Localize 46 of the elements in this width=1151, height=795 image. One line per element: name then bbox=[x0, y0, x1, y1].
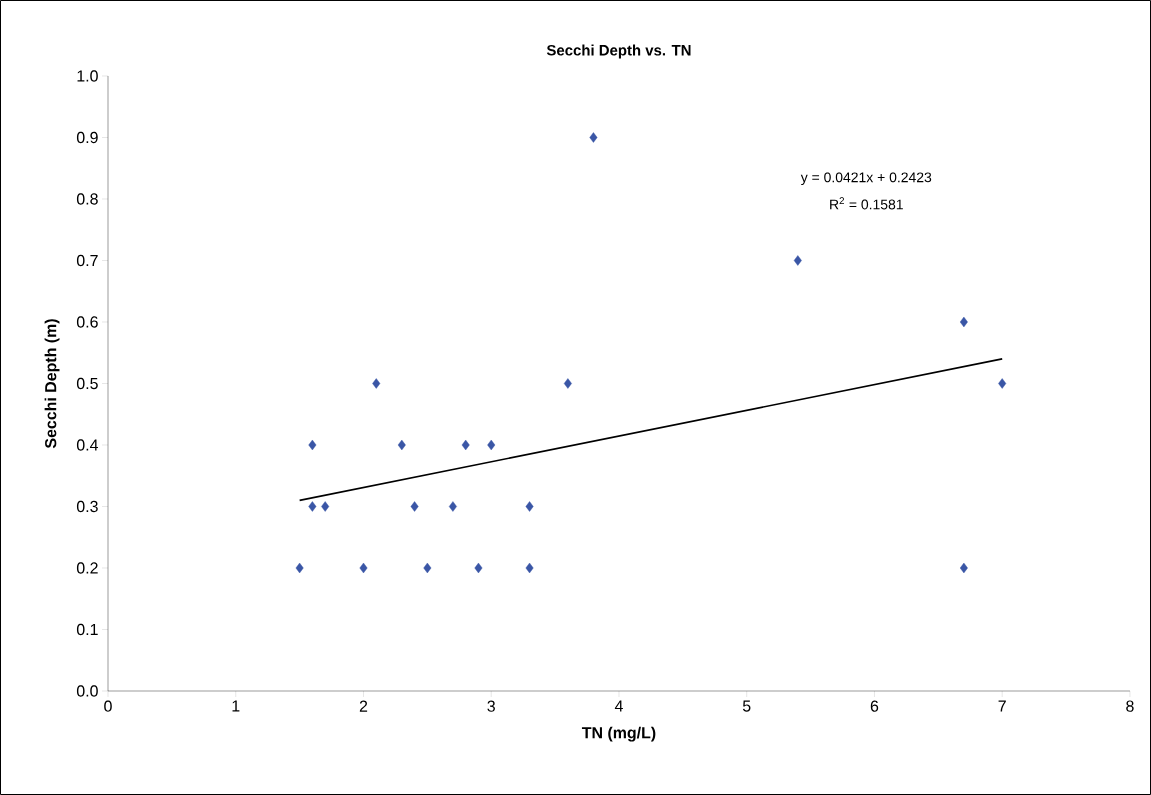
y-tick-label: 1.0 bbox=[77, 70, 98, 82]
y-tick-label: 0.1 bbox=[76, 623, 98, 636]
x-tick-label: 7 bbox=[998, 700, 1006, 712]
x-tick-label: 6 bbox=[870, 700, 879, 712]
point bbox=[998, 378, 1007, 389]
point bbox=[295, 562, 304, 574]
x-axis-title: TN (mg/L) bbox=[581, 726, 656, 742]
y-tick-label: 0.4 bbox=[76, 439, 99, 451]
point bbox=[448, 501, 457, 512]
point bbox=[461, 439, 470, 451]
point bbox=[410, 501, 419, 512]
chart-title: Secchi Depth vs. TN bbox=[546, 44, 691, 59]
annotation: R$^{2}$ = 0.1581 bbox=[830, 197, 903, 210]
point bbox=[589, 132, 598, 143]
x-tick-label: 5 bbox=[742, 700, 751, 712]
point bbox=[308, 501, 317, 512]
point bbox=[372, 378, 381, 389]
x-tick-label: 2 bbox=[359, 700, 368, 712]
point bbox=[525, 562, 534, 574]
point bbox=[308, 439, 317, 451]
y-tick-label: 0.0 bbox=[76, 685, 98, 697]
point bbox=[563, 378, 572, 389]
x-tick-label: 0 bbox=[104, 700, 112, 712]
point bbox=[397, 439, 406, 451]
y-tick-label: 0.3 bbox=[76, 500, 98, 513]
point bbox=[959, 316, 968, 328]
y-tick-label: 0.6 bbox=[76, 316, 98, 328]
point bbox=[525, 501, 534, 512]
point bbox=[487, 439, 496, 451]
point bbox=[321, 501, 330, 512]
point bbox=[474, 562, 483, 574]
point bbox=[793, 255, 802, 266]
annotation: y = 0.0421x + 0.2423 bbox=[800, 172, 932, 186]
point bbox=[959, 562, 968, 574]
x-tick-label: 8 bbox=[1126, 700, 1134, 712]
point bbox=[423, 562, 432, 574]
x-tick-label: 3 bbox=[487, 700, 495, 712]
y-tick-label: 0.7 bbox=[76, 254, 98, 267]
y-tick-label: 0.8 bbox=[76, 193, 98, 205]
y-axis-title: Secchi Depth (m) bbox=[44, 319, 60, 449]
x-tick-label: 1 bbox=[232, 700, 240, 712]
point bbox=[359, 562, 368, 574]
y-tick-label: 0.9 bbox=[76, 131, 98, 144]
y-tick-label: 0.5 bbox=[76, 377, 98, 390]
y-tick-label: 0.2 bbox=[76, 562, 98, 574]
x-tick-label: 4 bbox=[614, 700, 623, 712]
